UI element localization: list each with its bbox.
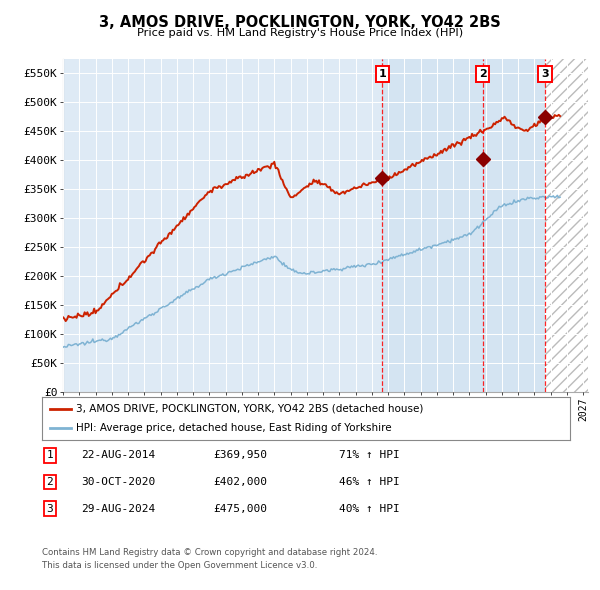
Text: 3: 3 [46, 504, 53, 513]
Bar [545, 59, 588, 392]
Text: £369,950: £369,950 [213, 451, 267, 460]
Text: 2: 2 [479, 69, 487, 79]
Text: 46% ↑ HPI: 46% ↑ HPI [339, 477, 400, 487]
Text: This data is licensed under the Open Government Licence v3.0.: This data is licensed under the Open Gov… [42, 560, 317, 569]
Text: 30-OCT-2020: 30-OCT-2020 [81, 477, 155, 487]
Text: 3, AMOS DRIVE, POCKLINGTON, YORK, YO42 2BS (detached house): 3, AMOS DRIVE, POCKLINGTON, YORK, YO42 2… [76, 404, 424, 414]
Text: 22-AUG-2014: 22-AUG-2014 [81, 451, 155, 460]
Text: 3, AMOS DRIVE, POCKLINGTON, YORK, YO42 2BS: 3, AMOS DRIVE, POCKLINGTON, YORK, YO42 2… [99, 15, 501, 30]
Text: 2: 2 [46, 477, 53, 487]
Text: 1: 1 [46, 451, 53, 460]
Bar [382, 59, 545, 392]
Text: 29-AUG-2024: 29-AUG-2024 [81, 504, 155, 513]
Text: Price paid vs. HM Land Registry's House Price Index (HPI): Price paid vs. HM Land Registry's House … [137, 28, 463, 38]
Text: 71% ↑ HPI: 71% ↑ HPI [339, 451, 400, 460]
Text: £475,000: £475,000 [213, 504, 267, 513]
Text: Contains HM Land Registry data © Crown copyright and database right 2024.: Contains HM Land Registry data © Crown c… [42, 548, 377, 556]
Text: 40% ↑ HPI: 40% ↑ HPI [339, 504, 400, 513]
Bar [545, 59, 588, 392]
Text: 3: 3 [541, 69, 549, 79]
Text: HPI: Average price, detached house, East Riding of Yorkshire: HPI: Average price, detached house, East… [76, 423, 392, 433]
Text: £402,000: £402,000 [213, 477, 267, 487]
Text: 1: 1 [379, 69, 386, 79]
